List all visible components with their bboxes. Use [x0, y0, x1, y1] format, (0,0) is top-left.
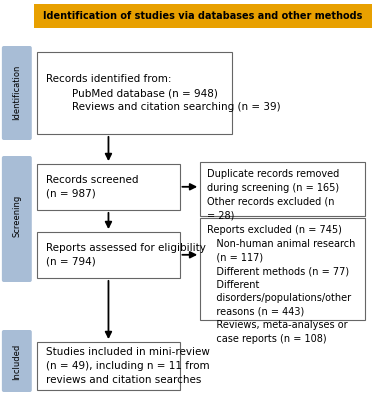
Text: Records identified from:
        PubMed database (n = 948)
        Reviews and c: Records identified from: PubMed database…	[46, 74, 280, 112]
Text: Reports excluded (n = 745)
   Non-human animal research
   (n = 117)
   Differen: Reports excluded (n = 745) Non-human ani…	[207, 225, 355, 344]
FancyBboxPatch shape	[37, 164, 180, 210]
FancyBboxPatch shape	[200, 162, 365, 216]
Text: Reports assessed for eligibility
(n = 794): Reports assessed for eligibility (n = 79…	[46, 243, 205, 267]
Text: Records screened
(n = 987): Records screened (n = 987)	[46, 175, 138, 199]
Text: Duplicate records removed
during screening (n = 165)
Other records excluded (n
=: Duplicate records removed during screeni…	[207, 169, 339, 220]
Text: Studies included in mini-review
(n = 49), including n = 11 from
reviews and cita: Studies included in mini-review (n = 49)…	[46, 347, 209, 385]
FancyBboxPatch shape	[2, 156, 32, 282]
FancyBboxPatch shape	[37, 52, 232, 134]
FancyBboxPatch shape	[37, 232, 180, 278]
FancyBboxPatch shape	[34, 4, 372, 28]
FancyBboxPatch shape	[2, 330, 32, 392]
Text: Identification: Identification	[12, 64, 21, 120]
Text: Screening: Screening	[12, 195, 21, 237]
FancyBboxPatch shape	[2, 46, 32, 140]
Text: Included: Included	[12, 344, 21, 380]
Text: Identification of studies via databases and other methods: Identification of studies via databases …	[43, 11, 362, 21]
FancyBboxPatch shape	[37, 342, 180, 390]
FancyBboxPatch shape	[200, 218, 365, 320]
